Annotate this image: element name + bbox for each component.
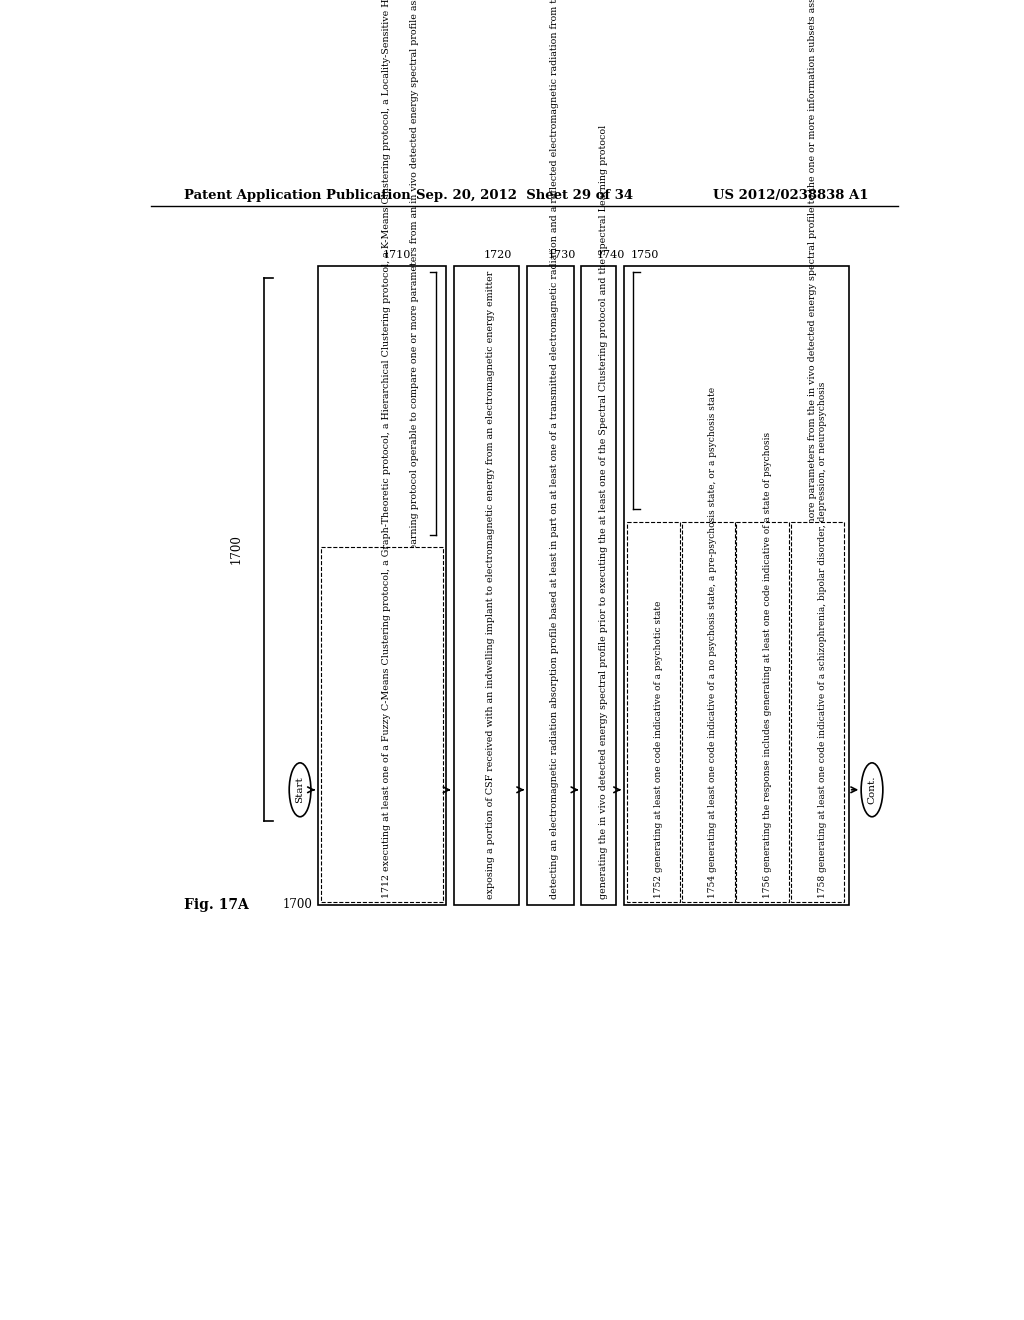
Text: detecting an electromagnetic radiation absorption profile based at least in part: detecting an electromagnetic radiation a…	[550, 0, 559, 899]
Bar	[317, 267, 445, 906]
Text: 1750: 1750	[630, 249, 658, 260]
Text: exposing a portion of CSF received with an indwelling implant to electromagnetic: exposing a portion of CSF received with …	[486, 271, 496, 899]
Text: Patent Application Publication: Patent Application Publication	[183, 189, 411, 202]
Bar	[682, 521, 735, 903]
Text: Fig. 17A: Fig. 17A	[183, 898, 249, 912]
Text: 1754 generating at least one code indicative of a no psychosis state, a pre-psyc: 1754 generating at least one code indica…	[709, 387, 717, 899]
Text: 1730: 1730	[548, 249, 577, 260]
Text: 1756 generating the response includes generating at least one code indicative of: 1756 generating the response includes ge…	[763, 432, 772, 899]
Text: executing at least one of a Spectral Clustering protocol and a Spectral Learning: executing at least one of a Spectral Clu…	[410, 0, 419, 899]
Bar	[627, 521, 680, 903]
Text: Sep. 20, 2012  Sheet 29 of 34: Sep. 20, 2012 Sheet 29 of 34	[416, 189, 634, 202]
Text: US 2012/0238838 A1: US 2012/0238838 A1	[713, 189, 868, 202]
Bar	[527, 267, 573, 906]
Text: 1752 generating at least one code indicative of a psychotic state: 1752 generating at least one code indica…	[653, 601, 663, 899]
Bar	[736, 521, 790, 903]
Text: 1700: 1700	[230, 535, 243, 564]
Text: 1720: 1720	[484, 249, 512, 260]
Bar	[454, 267, 519, 906]
Text: 1700: 1700	[283, 898, 313, 911]
Bar	[791, 521, 844, 903]
Text: 1740: 1740	[596, 249, 625, 260]
Ellipse shape	[289, 763, 311, 817]
Text: Start: Start	[296, 776, 304, 803]
Bar	[321, 548, 442, 903]
Text: 1758 generating at least one code indicative of a schizophrenia, bipolar disorde: 1758 generating at least one code indica…	[817, 381, 826, 899]
Bar	[624, 267, 849, 906]
Text: generating a response based at least in part on the comparison of the one or mor: generating a response based at least in …	[808, 0, 817, 899]
Text: generating the in vivo detected energy spectral profile prior to executing the a: generating the in vivo detected energy s…	[599, 125, 608, 899]
Bar	[582, 267, 616, 906]
Ellipse shape	[861, 763, 883, 817]
Text: 1712 executing at least one of a Fuzzy C-Means Clustering protocol, a Graph-Theo: 1712 executing at least one of a Fuzzy C…	[382, 0, 391, 899]
Text: Cont.: Cont.	[867, 776, 877, 804]
Text: 1710: 1710	[383, 249, 412, 260]
